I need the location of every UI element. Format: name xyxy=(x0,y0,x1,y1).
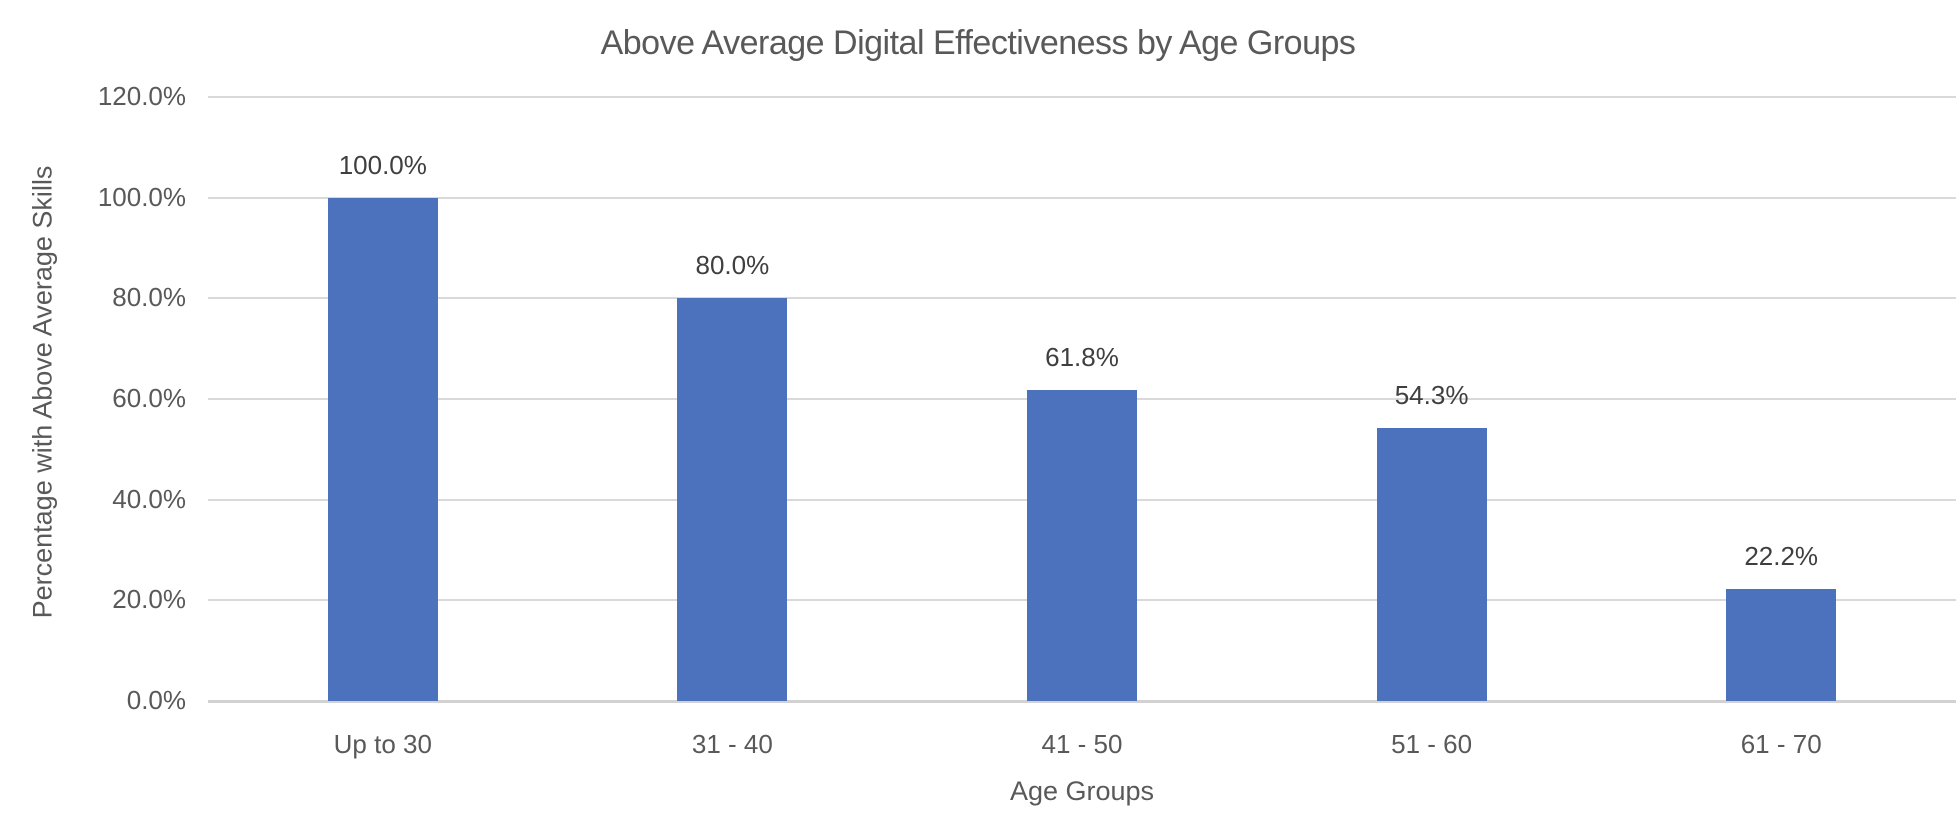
x-tick-label: Up to 30 xyxy=(333,729,432,759)
bar xyxy=(1376,427,1487,701)
bar-value-label: 100.0% xyxy=(338,149,427,180)
x-tick-label: 41 - 50 xyxy=(1041,729,1123,759)
chart-title: Above Average Digital Effectiveness by A… xyxy=(600,24,1356,62)
bar-value-label: 80.0% xyxy=(695,250,770,281)
x-tick-label: 61 - 70 xyxy=(1740,729,1822,759)
y-tick-label: 20.0% xyxy=(112,584,186,615)
bar xyxy=(677,298,788,701)
gridline xyxy=(208,196,1956,199)
gridline xyxy=(208,297,1956,300)
x-axis-title: Age Groups xyxy=(1009,776,1155,806)
y-tick-label: 60.0% xyxy=(112,383,186,413)
bar-value-label: 61.8% xyxy=(1045,341,1119,372)
bar-value-label: 54.3% xyxy=(1394,379,1469,410)
x-tick-label: 51 - 60 xyxy=(1391,729,1473,759)
gridline xyxy=(208,96,1956,98)
y-tick-label: 120.0% xyxy=(97,81,186,111)
y-tick-label: 40.0% xyxy=(112,483,186,514)
y-tick-label: 0.0% xyxy=(126,685,186,715)
bar-value-label: 22.2% xyxy=(1744,541,1819,572)
y-tick-label: 80.0% xyxy=(112,282,186,313)
x-axis-baseline xyxy=(208,700,1956,703)
bar xyxy=(1027,389,1137,701)
y-tick-label: 100.0% xyxy=(97,181,186,212)
bar xyxy=(1726,589,1837,701)
bar xyxy=(327,197,438,701)
x-tick-label: 31 - 40 xyxy=(691,729,773,759)
